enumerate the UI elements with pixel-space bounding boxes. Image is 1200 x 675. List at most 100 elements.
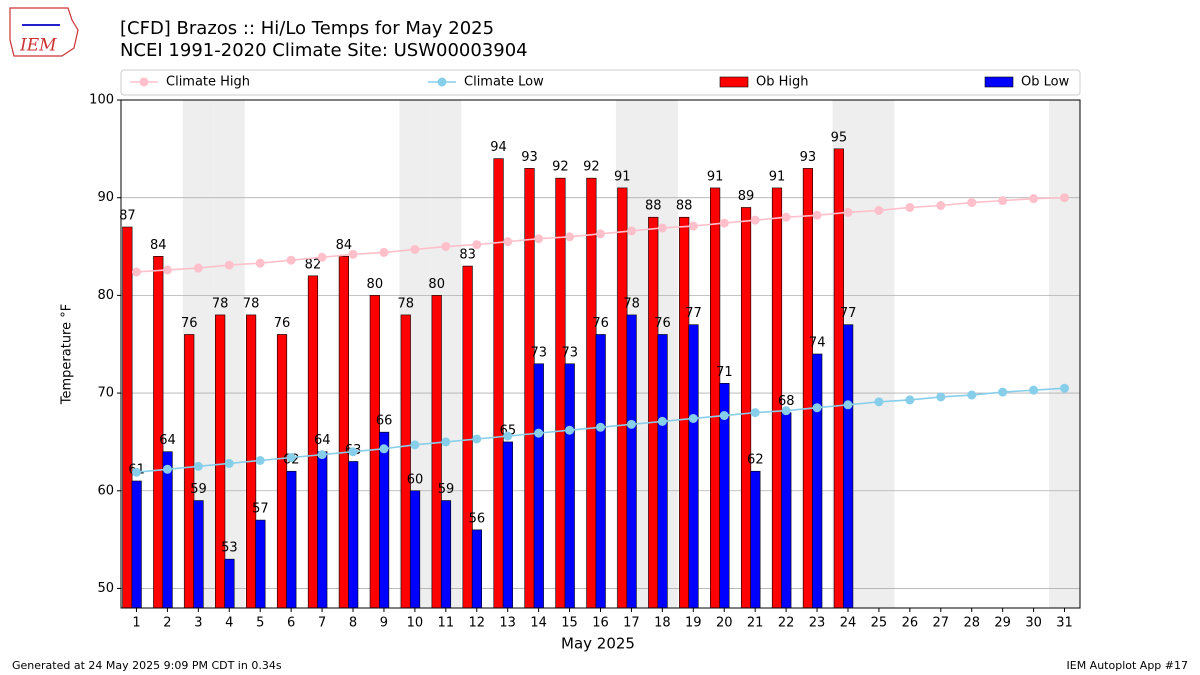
bar-value-label: 91 — [707, 169, 724, 184]
y-tick-label: 80 — [97, 288, 114, 303]
logo-text: IEM — [19, 36, 57, 56]
line-marker — [688, 413, 698, 423]
chart-subtitle: NCEI 1991-2020 Climate Site: USW00003904 — [120, 40, 528, 61]
bar-value-label: 60 — [407, 472, 424, 487]
bar-value-label: 78 — [397, 296, 414, 311]
line-marker — [1060, 383, 1070, 393]
bar — [440, 500, 452, 609]
x-tick-label: 24 — [840, 616, 857, 631]
x-tick-label: 16 — [592, 616, 609, 631]
bar — [369, 295, 380, 609]
bar — [184, 334, 195, 609]
x-tick-label: 30 — [1025, 616, 1042, 631]
x-tick-label: 17 — [623, 616, 640, 631]
bar — [710, 187, 721, 609]
bar — [843, 324, 854, 609]
line-marker — [472, 240, 482, 250]
line-marker — [565, 425, 575, 435]
line-marker — [162, 464, 172, 474]
bar-value-label: 73 — [531, 345, 548, 360]
bar — [338, 256, 349, 609]
bar — [276, 334, 288, 609]
bar — [524, 168, 535, 609]
legend-label: Climate High — [166, 75, 250, 90]
line-marker — [905, 395, 915, 405]
line-marker — [843, 400, 853, 410]
bar-value-label: 78 — [243, 296, 260, 311]
line-marker — [998, 196, 1008, 206]
bar-value-label: 93 — [521, 150, 538, 165]
line-marker — [781, 212, 791, 222]
bar — [555, 177, 566, 609]
bar — [431, 295, 442, 609]
bar — [740, 207, 752, 609]
bar-value-label: 84 — [150, 238, 167, 253]
x-tick-label: 31 — [1056, 616, 1073, 631]
x-tick-label: 5 — [256, 616, 264, 631]
line-marker — [967, 390, 977, 400]
bar-value-label: 78 — [212, 296, 229, 311]
x-tick-label: 12 — [468, 616, 485, 631]
x-tick-label: 29 — [994, 616, 1011, 631]
bar-value-label: 68 — [778, 394, 795, 409]
bar-value-label: 83 — [459, 248, 476, 263]
line-marker — [565, 232, 575, 242]
line-marker — [998, 387, 1008, 397]
y-tick-label: 50 — [97, 581, 114, 596]
bar-value-label: 76 — [181, 316, 198, 331]
bar — [409, 490, 421, 609]
x-tick-label: 15 — [561, 616, 578, 631]
x-tick-label: 3 — [194, 616, 202, 631]
line-marker — [657, 416, 667, 426]
line-marker — [410, 440, 420, 450]
bar — [595, 334, 606, 609]
line-marker — [472, 434, 482, 444]
bar — [215, 314, 226, 609]
chart-title: [CFD] Brazos :: Hi/Lo Temps for May 2025 — [120, 18, 494, 39]
bar-value-label: 59 — [190, 482, 207, 497]
bar-value-label: 93 — [800, 150, 817, 165]
line-marker — [348, 447, 358, 457]
line-marker — [596, 229, 605, 239]
legend-marker — [437, 77, 447, 87]
x-tick-label: 25 — [871, 616, 888, 631]
x-tick-label: 26 — [902, 616, 919, 631]
bar-value-label: 77 — [840, 306, 857, 321]
x-tick-label: 1 — [132, 616, 140, 631]
x-tick-label: 9 — [380, 616, 388, 631]
legend-label: Climate Low — [464, 75, 544, 90]
bar-value-label: 77 — [685, 306, 702, 321]
bar-value-label: 88 — [676, 199, 693, 214]
bar — [131, 480, 142, 609]
logo-outline — [9, 7, 79, 57]
y-tick-label: 60 — [97, 483, 114, 498]
line-marker — [131, 267, 141, 277]
y-tick-label: 90 — [97, 190, 114, 205]
bar — [122, 226, 133, 609]
bar — [502, 441, 513, 609]
line-marker — [626, 419, 636, 429]
bar — [750, 470, 761, 609]
bar-value-label: 59 — [438, 482, 455, 497]
line-marker — [441, 242, 451, 252]
bar-value-label: 92 — [583, 160, 600, 175]
line-marker — [1029, 194, 1039, 204]
bar-value-label: 91 — [769, 169, 786, 184]
x-tick-label: 10 — [407, 616, 424, 631]
x-tick-label: 13 — [499, 616, 516, 631]
y-axis-label: Temperature °F — [60, 304, 75, 405]
line-marker — [131, 467, 141, 477]
line-marker — [657, 223, 667, 233]
bar-value-label: 94 — [490, 140, 507, 155]
bar — [224, 558, 235, 609]
bar — [657, 334, 668, 609]
line-marker — [781, 406, 791, 416]
bar — [153, 256, 164, 609]
line-marker — [255, 258, 265, 268]
bar-value-label: 88 — [645, 199, 662, 214]
bar-value-label: 73 — [561, 345, 578, 360]
x-tick-label: 4 — [225, 616, 233, 631]
bar-value-label: 62 — [747, 453, 764, 468]
bar — [162, 451, 173, 609]
